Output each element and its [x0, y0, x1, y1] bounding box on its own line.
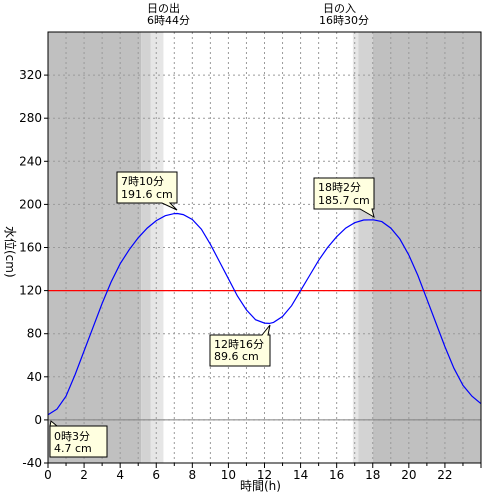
shade-band-1 [141, 32, 151, 463]
x-tick-label: 2 [80, 468, 88, 482]
shade-band-4 [352, 32, 359, 463]
x-axis-title: 時間(h) [240, 479, 281, 493]
x-tick-label: 22 [437, 468, 452, 482]
x-tick-label: 0 [44, 468, 52, 482]
y-tick-label: 80 [27, 327, 42, 341]
annotation-high-1-level: 191.6 cm [121, 188, 173, 201]
series-line-0 [47, 212, 482, 416]
shade-band-5 [358, 32, 373, 463]
x-tick-label: 16 [329, 468, 344, 482]
x-tick-label: 12 [257, 468, 272, 482]
y-tick-label: 120 [19, 284, 42, 298]
x-tick-label: 4 [116, 468, 124, 482]
x-tick-label: 20 [401, 468, 416, 482]
annotation-low-1: 0時3分 4.7 cm [49, 420, 108, 458]
y-tick-label: 160 [19, 241, 42, 255]
annotation-high-1: 7時10分 191.6 cm [116, 171, 178, 211]
series-group [47, 212, 482, 416]
annotation-high-2: 18時2分 185.7 cm [313, 177, 375, 219]
sunrise-label: 日の出 [147, 1, 180, 15]
annotation-low-1-time: 0時3分 [54, 430, 90, 443]
x-tick-label: 8 [189, 468, 197, 482]
sunset-time-label: 16時30分 [319, 14, 369, 27]
x-tick-label: 18 [365, 468, 380, 482]
annotation-low-1-level: 4.7 cm [54, 442, 92, 455]
x-tick-label: 10 [221, 468, 236, 482]
sunrise-time-label: 6時44分 [147, 14, 190, 27]
annotation-high-1-time: 7時10分 [121, 175, 164, 188]
annotation-high-2-level: 185.7 cm [318, 194, 370, 207]
x-tick-label: 6 [152, 468, 160, 482]
x-tick-label: 14 [293, 468, 308, 482]
y-axis-title: 水位(cm) [3, 226, 18, 278]
y-tick-label: 320 [19, 68, 42, 82]
y-tick-label: 0 [34, 413, 42, 427]
annotation-high-2-time: 18時2分 [318, 181, 361, 194]
y-tick-label: 280 [19, 111, 42, 125]
shade-band-2 [150, 32, 164, 463]
sunset-label: 日の入 [323, 2, 356, 15]
annotation-low-2-time: 12時16分 [214, 338, 264, 351]
y-tick-label: 240 [19, 154, 42, 168]
y-tick-label: 40 [27, 370, 42, 384]
annotation-low-2: 12時16分 89.6 cm [209, 324, 271, 367]
annotation-low-2-level: 89.6 cm [214, 350, 259, 363]
y-tick-label: 200 [19, 197, 42, 211]
y-tick-label: -40 [22, 456, 42, 470]
